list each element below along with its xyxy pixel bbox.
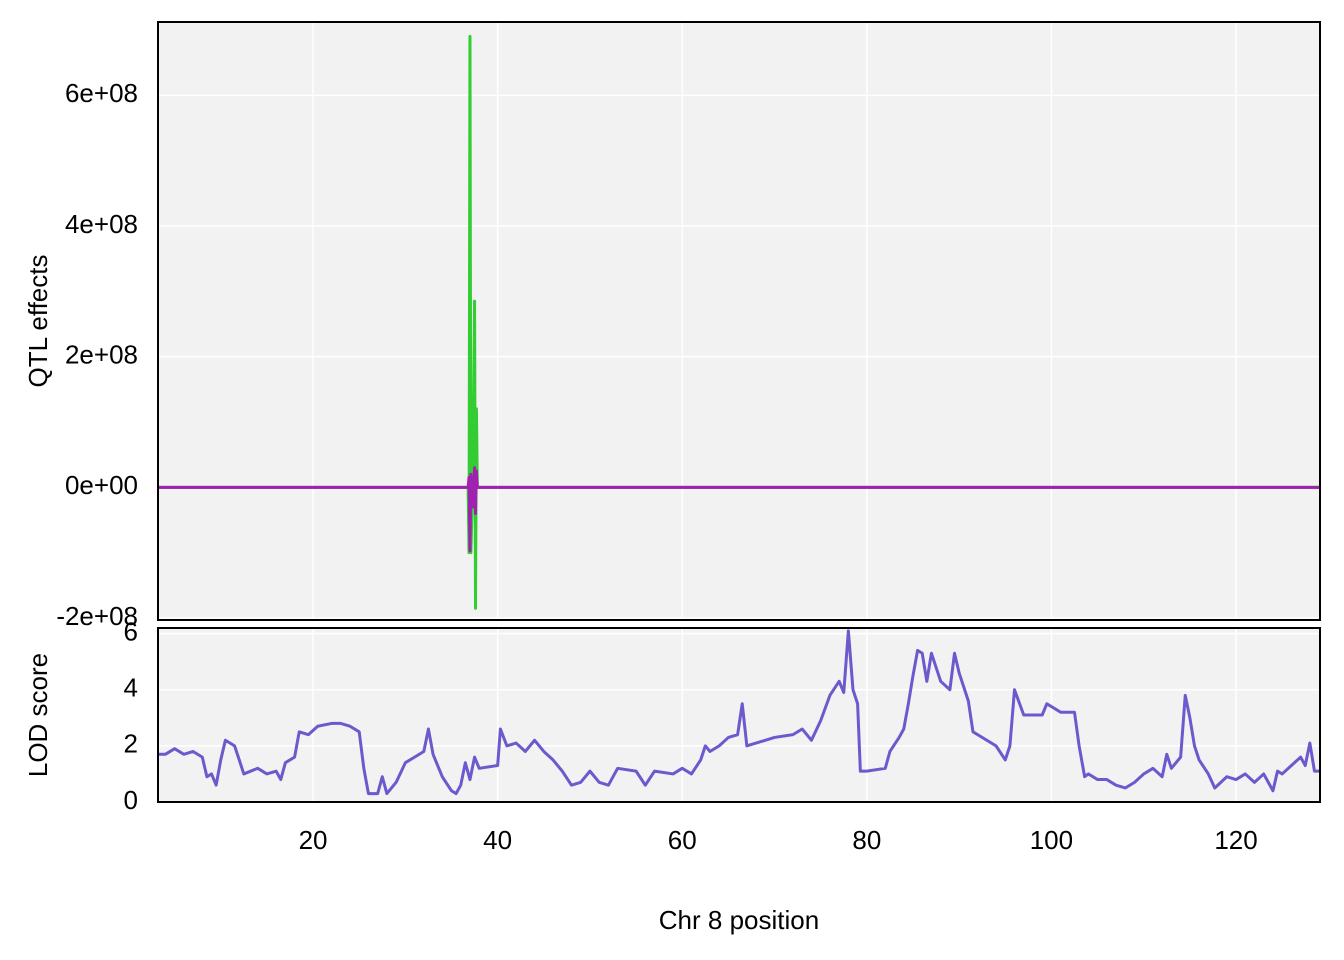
x-tick-label: 80 (852, 825, 881, 855)
y-tick-label: 6e+08 (65, 78, 138, 108)
series-line (158, 629, 1320, 796)
series-line (158, 466, 1320, 553)
y-tick-label: 4 (124, 673, 138, 703)
y-axis-label: QTL effects (23, 255, 53, 388)
x-tick-label: 40 (483, 825, 512, 855)
y-tick-label: 0 (124, 785, 138, 815)
panel-background (158, 22, 1320, 620)
x-tick-label: 20 (299, 825, 328, 855)
x-tick-label: 100 (1030, 825, 1073, 855)
panel-border (157, 21, 1321, 621)
x-tick-label: 60 (668, 825, 697, 855)
y-tick-label: 4e+08 (65, 209, 138, 239)
y-tick-label: -2e+08 (56, 601, 138, 631)
y-tick-label: 2e+08 (65, 339, 138, 369)
panel-border (157, 627, 1321, 803)
x-axis-label: Chr 8 position (659, 905, 819, 935)
y-tick-label: 2 (124, 729, 138, 759)
y-tick-label: 0e+00 (65, 470, 138, 500)
y-axis-label: LOD score (23, 653, 53, 777)
x-tick-label: 120 (1214, 825, 1257, 855)
panel-background (158, 628, 1320, 802)
y-tick-label: 6 (124, 616, 138, 646)
